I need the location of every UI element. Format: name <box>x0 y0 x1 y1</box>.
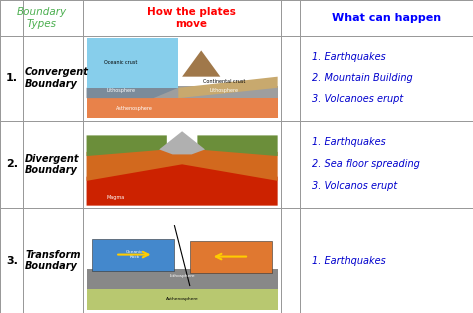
Text: Lithosphere: Lithosphere <box>106 88 135 93</box>
Text: Convergent
Boundary: Convergent Boundary <box>25 67 89 89</box>
Text: How the plates
move: How the plates move <box>147 7 236 29</box>
Text: 3.: 3. <box>6 256 18 265</box>
Polygon shape <box>182 50 220 77</box>
Polygon shape <box>159 131 205 154</box>
Polygon shape <box>178 77 278 98</box>
Polygon shape <box>87 285 278 310</box>
Polygon shape <box>87 269 278 289</box>
Polygon shape <box>92 239 175 270</box>
Text: Continental crust: Continental crust <box>203 79 245 84</box>
Polygon shape <box>87 86 278 98</box>
Text: 2.: 2. <box>6 159 18 169</box>
Text: 1. Earthquakes: 1. Earthquakes <box>312 137 386 147</box>
Polygon shape <box>87 136 167 156</box>
Text: Lithosphere: Lithosphere <box>210 88 239 93</box>
Polygon shape <box>190 241 272 273</box>
Text: Asthenosphere: Asthenosphere <box>166 296 199 300</box>
Text: Boundary
Types: Boundary Types <box>17 7 66 29</box>
Text: Asthenosphere: Asthenosphere <box>116 106 153 111</box>
Polygon shape <box>87 38 178 88</box>
Text: Magma: Magma <box>106 195 124 200</box>
Polygon shape <box>197 136 278 156</box>
Text: 2. Sea floor spreading: 2. Sea floor spreading <box>312 159 420 169</box>
Polygon shape <box>87 160 278 206</box>
Text: 1. Earthquakes: 1. Earthquakes <box>312 256 386 265</box>
Text: 3. Volcanos erupt: 3. Volcanos erupt <box>312 181 397 191</box>
Text: Oceanic crust: Oceanic crust <box>104 60 138 65</box>
Text: Lithosphere: Lithosphere <box>169 274 195 278</box>
Polygon shape <box>87 146 278 181</box>
Text: 2. Mountain Building: 2. Mountain Building <box>312 73 413 83</box>
Text: What can happen: What can happen <box>332 13 441 23</box>
Text: 1.: 1. <box>6 73 18 83</box>
Polygon shape <box>87 96 278 118</box>
Text: Oceanic
Rock: Oceanic Rock <box>126 250 143 259</box>
Text: Transform
Boundary: Transform Boundary <box>25 250 80 271</box>
Text: 1. Earthquakes: 1. Earthquakes <box>312 52 386 62</box>
Text: 3. Volcanoes erupt: 3. Volcanoes erupt <box>312 95 403 104</box>
Polygon shape <box>87 88 178 98</box>
Text: Divergent
Boundary: Divergent Boundary <box>25 153 79 175</box>
